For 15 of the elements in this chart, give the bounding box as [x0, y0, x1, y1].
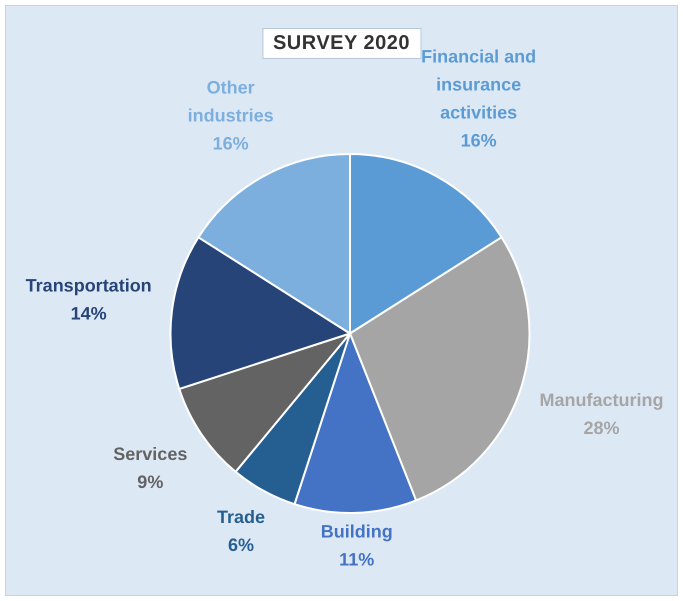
data-label: 16%	[460, 130, 497, 150]
data-label: 11%	[339, 549, 374, 570]
slice-label: Other industries	[188, 77, 274, 126]
slice-label: Transportation	[26, 275, 152, 296]
data-label: 28%	[583, 418, 620, 438]
slice-label: Trade	[216, 506, 265, 527]
data-label: 6%	[228, 534, 254, 555]
slice-label: Building	[320, 521, 393, 542]
data-label: 14%	[70, 303, 107, 324]
slice-label: Services	[113, 444, 188, 464]
chart-title: SURVEY 2020	[262, 28, 422, 59]
slice-label: Manufacturing	[539, 390, 664, 410]
data-label: 9%	[137, 472, 164, 492]
slice-label: Financial and insurance activities	[421, 46, 536, 122]
data-label: 16%	[212, 133, 249, 154]
